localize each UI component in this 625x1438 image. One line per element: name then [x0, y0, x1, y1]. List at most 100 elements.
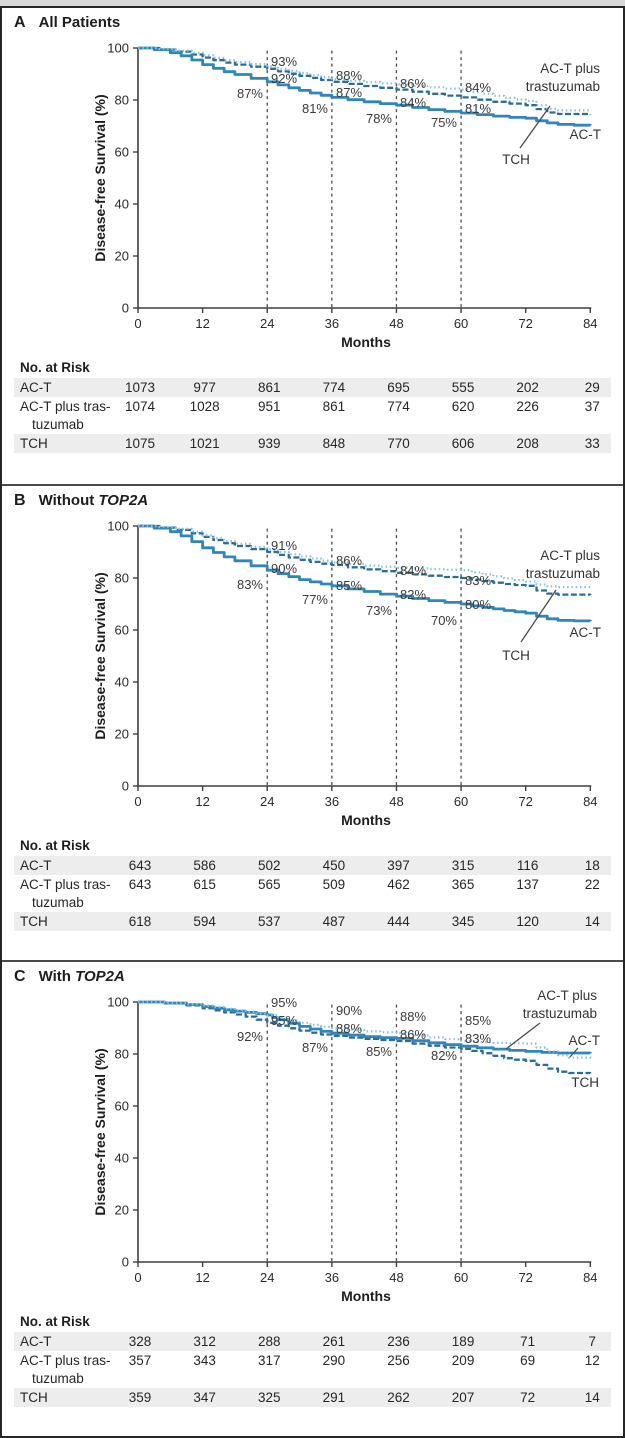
y-axis-title: Disease-free Survival (%) [92, 94, 108, 261]
x-axis-title: Months [341, 1288, 391, 1304]
risk-value: 347 [193, 1390, 216, 1405]
risk-row-label: AC-T [20, 858, 52, 873]
km-curve-act [138, 1000, 592, 1055]
risk-value: 537 [257, 914, 281, 929]
x-tick-label: 24 [260, 316, 274, 331]
x-tick-label: 84 [583, 794, 597, 809]
y-axis-title: Disease-free Survival (%) [92, 572, 108, 739]
x-tick-label: 72 [518, 1270, 532, 1285]
pct-label: 87% [237, 86, 263, 101]
risk-row-label: TCH [20, 914, 48, 929]
risk-value: 606 [451, 436, 475, 451]
pct-label: 88% [336, 1021, 362, 1036]
risk-row-label: AC-T [20, 380, 52, 395]
panel-header: A All Patients [2, 8, 623, 36]
x-tick-label: 0 [134, 794, 141, 809]
risk-value: 328 [128, 1334, 152, 1349]
risk-value: 397 [387, 858, 410, 873]
risk-value: 555 [451, 380, 475, 395]
pct-label: 92% [237, 1029, 263, 1044]
risk-row-label: AC-T [20, 1334, 52, 1349]
risk-value: 861 [322, 399, 346, 414]
risk-value: 365 [451, 877, 475, 892]
risk-value: 861 [257, 380, 281, 395]
risk-value: 774 [322, 380, 346, 395]
plot-area: 0 12 24 36 48 60 72 84 100 80 60 40 20 0 Months Disease… [2, 36, 623, 352]
legend-label-tras: trastuzumab [526, 79, 600, 94]
x-tick-label: 84 [583, 1270, 597, 1285]
x-tick-label: 36 [325, 316, 339, 331]
risk-value: 1074 [124, 399, 156, 414]
pct-label: 90% [271, 561, 297, 576]
risk-row-label: AC-T plus tras- [20, 1353, 111, 1368]
x-tick-label: 84 [583, 316, 597, 331]
y-tick-label: 20 [115, 727, 129, 742]
page-edge [0, 0, 625, 6]
pct-label: 84% [400, 563, 426, 578]
risk-value: 487 [322, 914, 346, 929]
y-tick-label: 80 [115, 1047, 129, 1062]
panel-c: C With TOP2A 0 12 24 36 48 60 72 84 100 80 60 40 20 0 Mo… [2, 960, 623, 1436]
panel-header: B Without TOP2A [2, 486, 623, 514]
panel-title-text: All Patients [38, 14, 121, 31]
pct-label: 81% [302, 101, 328, 116]
risk-value: 29 [584, 380, 600, 395]
risk-value: 22 [584, 877, 600, 892]
risk-value: 509 [322, 877, 346, 892]
risk-row-ac-t-plus-tras-: AC-T plus tras-tuzumab 357 343 317 290 256 209… [14, 1351, 611, 1388]
x-tick-label: 48 [389, 794, 403, 809]
legend-label-tras: trastuzumab [526, 566, 600, 581]
legend-label-tras: AC-T plus [540, 61, 600, 76]
panel-title-text: With [38, 968, 76, 985]
panel-title: With TOP2A [39, 968, 125, 985]
pct-label: 87% [336, 85, 362, 100]
risk-row-ac-t-plus-tras-: AC-T plus tras-tuzumab 1074 1028 951 861 774 6… [14, 397, 611, 434]
legend-label-tch: TCH [571, 1075, 599, 1090]
no-at-risk-header: No. at Risk [20, 838, 90, 853]
pct-label: 80% [465, 597, 491, 612]
risk-value: 262 [387, 1390, 410, 1405]
pct-label: 88% [336, 68, 362, 83]
y-tick-label: 60 [115, 1099, 129, 1114]
risk-value: 618 [128, 914, 152, 929]
survival-plot: 0 12 24 36 48 60 72 84 100 80 60 40 20 0 Months Disease… [92, 519, 601, 829]
pct-label: 95% [271, 995, 297, 1010]
risk-table: No. at Risk AC-T 328 312 288 261 236 189 71 7 AC-T… [14, 1314, 611, 1407]
pct-label: 75% [431, 115, 457, 130]
panel-title: All Patients [39, 14, 121, 31]
risk-value: 1075 [124, 436, 156, 451]
km-figure: A All Patients 0 12 24 36 48 60 72 84 100 80 60 40 20 0… [0, 6, 625, 1438]
pct-label: 82% [431, 1048, 457, 1063]
y-tick-label: 40 [115, 1151, 129, 1166]
survival-plot: 0 12 24 36 48 60 72 84 100 80 60 40 20 0 Months Disease… [92, 988, 600, 1304]
risk-value: 502 [257, 858, 281, 873]
risk-value: 317 [257, 1353, 281, 1368]
legend-label-act: AC-T [570, 127, 602, 142]
risk-row-ac-t: AC-T 328 312 288 261 236 189 71 7 [14, 1332, 611, 1351]
risk-row-tch: TCH 359 347 325 291 262 207 72 14 [14, 1388, 611, 1407]
risk-value: 261 [322, 1334, 346, 1349]
x-tick-label: 60 [454, 794, 468, 809]
risk-value: 7 [588, 1334, 597, 1349]
pct-label: 77% [302, 592, 328, 607]
x-tick-label: 72 [518, 794, 532, 809]
risk-row-tch: TCH 1075 1021 939 848 770 606 208 33 [14, 434, 611, 453]
y-tick-label: 20 [115, 1203, 129, 1218]
no-at-risk-header: No. at Risk [20, 360, 90, 375]
risk-value: 444 [387, 914, 410, 929]
risk-table: No. at Risk AC-T 1073 977 861 774 695 555 202 29 A… [14, 360, 611, 453]
risk-value: 615 [193, 877, 216, 892]
y-tick-label: 40 [115, 197, 129, 212]
y-tick-label: 40 [115, 675, 129, 690]
pct-label: 91% [271, 538, 297, 553]
risk-value: 695 [387, 380, 410, 395]
risk-value: 69 [520, 1353, 536, 1368]
risk-row-label: TCH [20, 436, 48, 451]
y-tick-label: 0 [122, 1255, 129, 1270]
risk-value: 290 [322, 1353, 346, 1368]
risk-value: 1028 [189, 399, 220, 414]
km-curve-tras [138, 524, 592, 589]
y-tick-label: 20 [115, 249, 129, 264]
risk-value: 643 [128, 858, 152, 873]
survival-plot: 0 12 24 36 48 60 72 84 100 80 60 40 20 0 Months Disease… [92, 41, 602, 351]
